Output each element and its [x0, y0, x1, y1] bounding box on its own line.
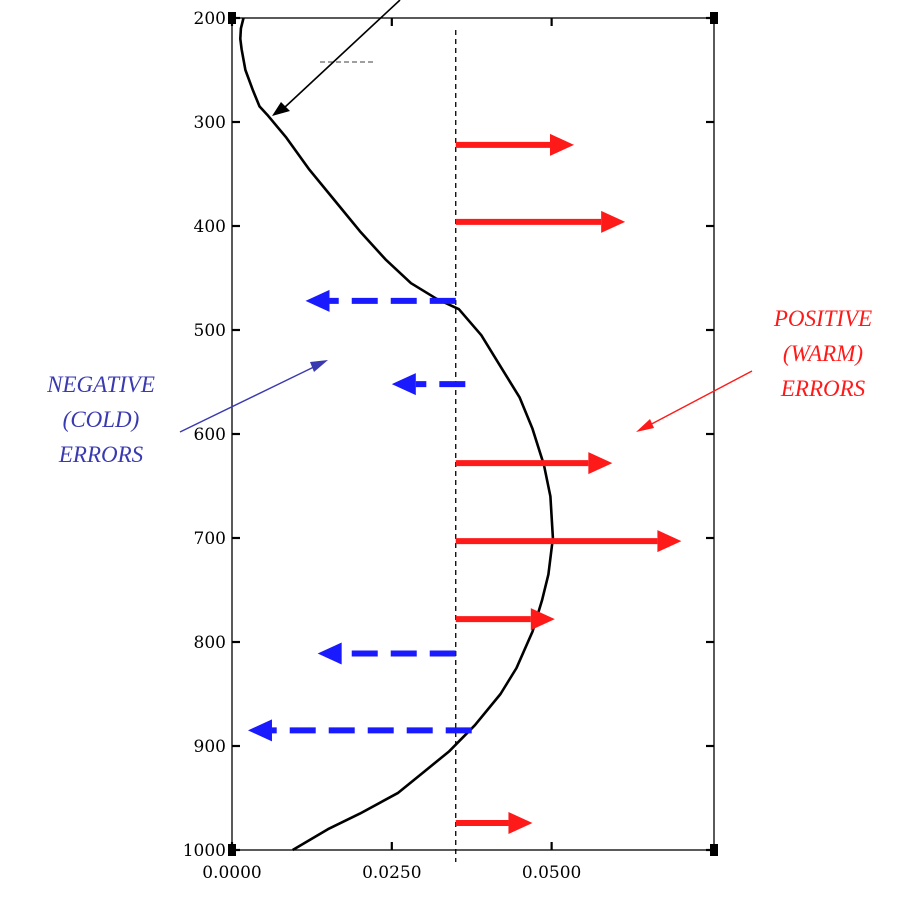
negative-pointer-arrowhead [310, 360, 328, 372]
y-tick-label: 800 [194, 633, 226, 653]
x-tick-label: 0.0250 [362, 863, 421, 883]
error-arrows [247, 133, 682, 834]
positive-pointer-line [643, 370, 753, 429]
positive-error-arrowhead [550, 133, 575, 156]
positive-annotation-line: POSITIVE [773, 306, 872, 331]
positive-annotation-line: ERRORS [780, 376, 866, 401]
negative-annotation-line: ERRORS [58, 442, 144, 467]
y-tick-label: 300 [194, 113, 226, 133]
positive-error-arrowhead [601, 210, 626, 233]
y-tick-label: 500 [194, 321, 226, 341]
positive-error-arrowhead [588, 452, 613, 475]
annotations: NEGATIVE (COLD) ERRORS POSITIVE (WARM) ERRORS [46, 306, 872, 467]
pointer-arrowhead [272, 102, 290, 116]
positive-error-arrowhead [657, 530, 682, 553]
y-tick-label: 700 [194, 529, 226, 549]
y-tick-label: 200 [194, 9, 226, 29]
negative-error-arrowhead [391, 373, 416, 396]
profile-curve-group [239, 0, 555, 852]
positive-pointer-arrowhead [636, 419, 654, 432]
y-tick-label: 600 [194, 425, 226, 445]
y-tick-label: 900 [194, 737, 226, 757]
negative-error-arrowhead [247, 719, 272, 742]
negative-annotation-line: (COLD) [63, 407, 140, 432]
y-tick-label: 1000 [183, 841, 226, 861]
x-tick-label: 0.0000 [202, 863, 261, 883]
negative-error-arrowhead [305, 289, 330, 312]
positive-annotation-line: (WARM) [783, 341, 863, 366]
negative-pointer-line [179, 363, 321, 433]
positive-error-arrowhead [508, 811, 533, 834]
negative-error-arrowhead [317, 642, 342, 665]
x-tick-label: 0.0500 [522, 863, 581, 883]
negative-annotation-line: NEGATIVE [46, 372, 155, 397]
pointer-line [283, 0, 401, 109]
y-tick-label: 400 [194, 217, 226, 237]
positive-error-arrowhead [530, 608, 555, 631]
